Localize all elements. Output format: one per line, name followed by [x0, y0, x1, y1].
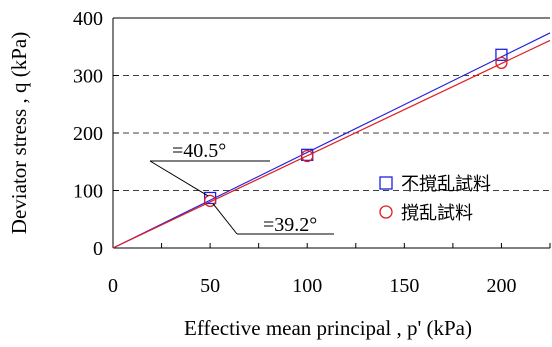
annotation-arrow — [149, 160, 209, 197]
data-point-circle — [495, 56, 508, 69]
legend-marker-circle — [379, 205, 393, 219]
fit-line — [112, 39, 551, 249]
annotation-label: =40.5° — [172, 140, 226, 162]
y-tick-label: 100 — [73, 181, 103, 203]
x-tick-label: 50 — [200, 275, 220, 297]
data-point-square — [203, 191, 217, 205]
annotation-arrow — [212, 203, 238, 235]
data-point-circle — [203, 194, 217, 208]
x-tick-label: 150 — [389, 275, 419, 297]
legend-label: 不撹乱試料 — [401, 174, 491, 195]
y-tick-label: 300 — [73, 66, 103, 88]
axes: 0 100 200 300 400 0 50 100 150 200 — [73, 8, 551, 297]
x-tick-label: 100 — [292, 275, 322, 297]
y-axis-label: Deviator stress , q (kPa) — [7, 32, 31, 234]
data-points — [203, 48, 508, 208]
x-tick-label: 0 — [108, 275, 118, 297]
x-axis-label: Effective mean principal , p' (kPa) — [184, 316, 472, 340]
legend-label: 撹乱試料 — [401, 203, 473, 224]
data-point-circle — [301, 149, 314, 163]
legend-marker-square — [379, 176, 393, 190]
x-tick-label: 200 — [486, 275, 516, 297]
annotations: =40.5° =39.2° — [149, 140, 334, 236]
data-point-square — [495, 48, 508, 61]
y-tick-label: 0 — [93, 238, 103, 260]
annotation-label: =39.2° — [263, 214, 317, 236]
fit-lines — [112, 32, 551, 249]
y-tick-label: 400 — [73, 8, 103, 30]
y-tick-label: 200 — [73, 123, 103, 145]
fit-line — [112, 32, 551, 249]
